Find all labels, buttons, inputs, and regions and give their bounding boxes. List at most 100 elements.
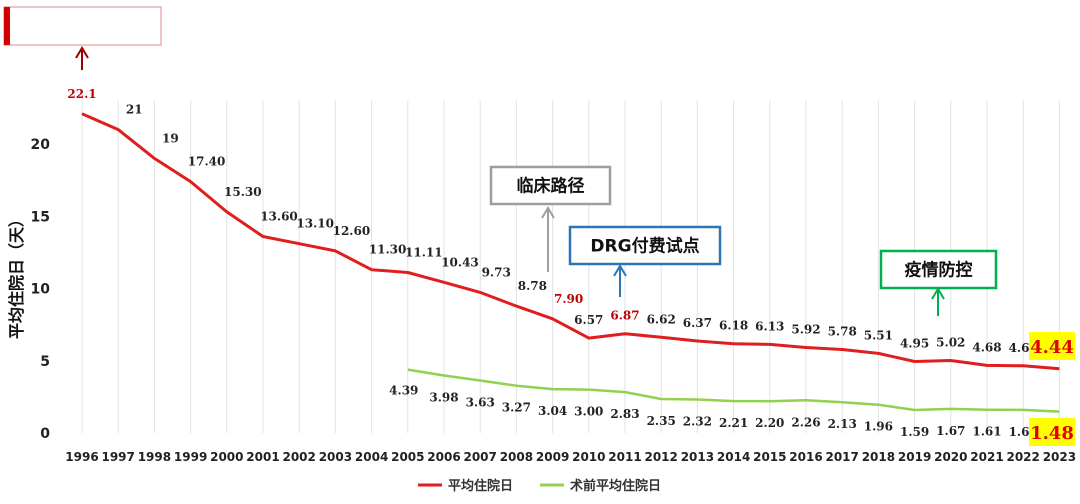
top-left-frame xyxy=(3,6,162,46)
data-label-preop: 2.26 xyxy=(791,415,820,429)
data-label-average: 17.40 xyxy=(188,155,226,169)
data-label-preop: 2.32 xyxy=(683,414,712,428)
annotation-text: 临床路径 xyxy=(517,176,585,197)
data-label-average: 10.43 xyxy=(441,255,479,269)
x-tick-label: 1996 xyxy=(65,450,98,464)
data-label-preop: 3.00 xyxy=(574,405,603,419)
highlight-box-preop xyxy=(1029,418,1075,446)
annotation-text: DRG付费试点 xyxy=(590,236,699,257)
annotation-arrowhead-icon xyxy=(613,264,627,277)
x-tick-label: 2023 xyxy=(1043,450,1076,464)
annotation-arrowhead-icon xyxy=(541,206,555,219)
legend-label-average: 平均住院日 xyxy=(448,478,513,494)
data-label-average: 7.90 xyxy=(554,292,583,306)
data-label-average: 6.13 xyxy=(755,319,784,333)
annotation-box xyxy=(879,249,998,290)
x-tick-label: 2013 xyxy=(681,450,714,464)
data-label-average: 11.11 xyxy=(405,245,443,259)
data-label-average: 4.95 xyxy=(900,336,929,350)
x-tick-label: 2012 xyxy=(644,450,677,464)
x-tick-label: 2001 xyxy=(246,450,279,464)
data-label-preop: 2.21 xyxy=(719,416,748,430)
x-tick-label: 2014 xyxy=(717,450,750,464)
data-label-preop: 3.98 xyxy=(429,390,458,404)
x-tick-label: 1997 xyxy=(101,450,134,464)
x-tick-label: 2022 xyxy=(1006,450,1039,464)
data-label-preop: 3.27 xyxy=(502,401,531,415)
data-label-average: 6.87 xyxy=(610,309,639,323)
data-label-preop: 1.61 xyxy=(972,425,1001,439)
data-label-preop: 1.96 xyxy=(864,420,893,434)
y-axis-label: 平均住院日（天） xyxy=(7,211,26,339)
data-label-average: 9.73 xyxy=(482,265,511,279)
data-label-average: 5.78 xyxy=(828,324,857,338)
data-label-average: 6.18 xyxy=(719,319,748,333)
data-label-average: 6.62 xyxy=(647,312,676,326)
x-tick-label: 2019 xyxy=(898,450,931,464)
data-label-preop: 2.20 xyxy=(755,416,784,430)
annotation-box xyxy=(489,165,612,206)
x-tick-label: 2004 xyxy=(355,450,388,464)
y-tick-label: 15 xyxy=(31,209,50,225)
x-tick-label: 2000 xyxy=(210,450,243,464)
data-label-preop: 1.67 xyxy=(936,424,965,438)
data-label-average: 5.02 xyxy=(936,335,965,349)
legend-label-preop: 术前平均住院日 xyxy=(569,478,661,494)
legend: 平均住院日 术前平均住院日 xyxy=(418,478,661,494)
data-label-average: 5.51 xyxy=(864,328,893,342)
x-tick-label: 1998 xyxy=(138,450,171,464)
pointer-arrow-icon xyxy=(75,46,89,70)
x-tick-label: 2015 xyxy=(753,450,786,464)
x-tick-label: 2002 xyxy=(282,450,315,464)
x-tick-label: 2005 xyxy=(391,450,424,464)
y-tick-label: 10 xyxy=(31,282,51,298)
data-label-average: 22.1 xyxy=(67,87,96,101)
data-label-preop: 2.13 xyxy=(828,417,857,431)
x-tick-label: 2006 xyxy=(427,450,460,464)
data-label-average: 15.30 xyxy=(224,185,262,199)
annotation-arrowhead-icon xyxy=(931,287,945,300)
data-label-average: 6.57 xyxy=(574,313,603,327)
data-label-preop: 4.39 xyxy=(389,384,418,398)
data-label-average: 4.68 xyxy=(972,340,1001,354)
series-line-average xyxy=(81,112,1060,371)
data-label-preop: 3.63 xyxy=(466,396,495,410)
x-tick-label: 2007 xyxy=(463,450,496,464)
y-tick-labels: 0 5 10 15 20 xyxy=(31,137,51,442)
data-label-average: 12.60 xyxy=(333,224,371,238)
highlight-box-average xyxy=(1029,332,1075,360)
series-layer xyxy=(81,112,1060,413)
data-label-average: 19 xyxy=(162,131,179,145)
y-tick-label: 0 xyxy=(40,426,50,442)
data-label-average: 8.78 xyxy=(518,279,547,293)
x-tick-label: 2003 xyxy=(319,450,352,464)
annotation-text: 疫情防控 xyxy=(905,260,973,281)
x-tick-label: 2009 xyxy=(536,450,569,464)
x-tick-label: 1999 xyxy=(174,450,207,464)
highlight-value-average: 4.44 xyxy=(1030,337,1074,358)
data-label-preop: 2.83 xyxy=(610,407,639,421)
x-tick-label: 2010 xyxy=(572,450,605,464)
x-tick-label: 2018 xyxy=(862,450,895,464)
data-label-average: 5.92 xyxy=(791,322,820,336)
x-tick-labels: 1996 1997 1998 1999 2000 2001 2002 2003 2004 2005… xyxy=(65,450,1076,464)
data-label-preop: 2.35 xyxy=(647,414,676,428)
annotation-box xyxy=(568,225,722,266)
data-label-preop: 3.04 xyxy=(538,404,567,418)
series-line-preop xyxy=(407,368,1060,413)
data-label-preop: 1.59 xyxy=(900,425,929,439)
highlight-value-preop: 1.48 xyxy=(1030,423,1074,444)
data-label-average: 13.60 xyxy=(260,209,298,223)
x-tick-label: 2011 xyxy=(608,450,641,464)
data-label-average: 13.10 xyxy=(296,217,334,231)
data-label-average: 21 xyxy=(126,103,143,117)
x-tick-label: 2008 xyxy=(500,450,533,464)
x-tick-label: 2021 xyxy=(970,450,1003,464)
x-tick-label: 2020 xyxy=(934,450,967,464)
data-label-average: 6.37 xyxy=(683,316,712,330)
x-tick-label: 2017 xyxy=(825,450,858,464)
x-tick-label: 2016 xyxy=(789,450,822,464)
